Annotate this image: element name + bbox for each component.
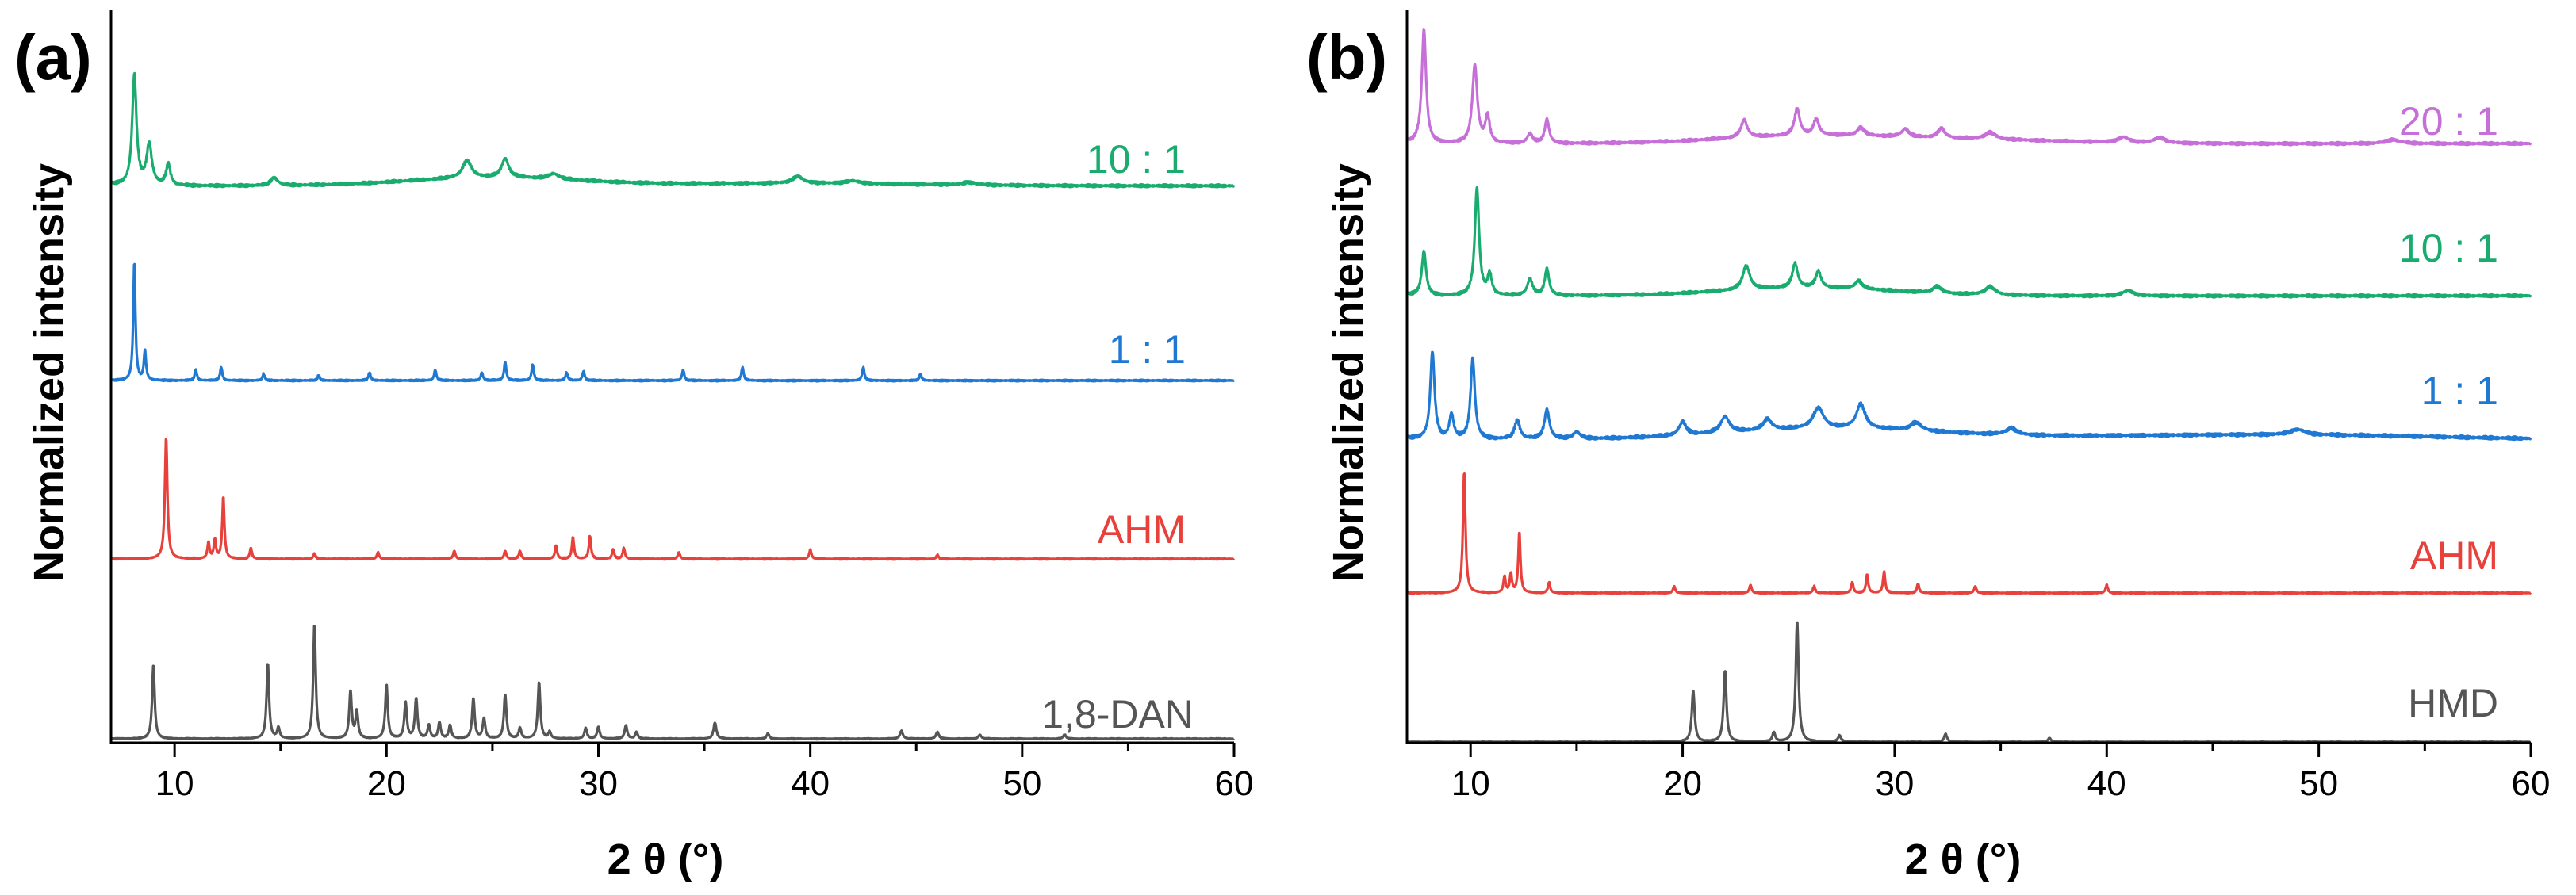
- series-line-hmd: [1407, 621, 2532, 744]
- x-tick-label: 60: [1215, 764, 1254, 803]
- series-line-ahm: [1407, 472, 2532, 595]
- panel-b-label: (b): [1306, 22, 1387, 93]
- series-line-10-1: [110, 71, 1236, 189]
- series-line-ahm: [111, 438, 1236, 561]
- series-line-10-1: [1406, 186, 2532, 299]
- x-tick-label: 20: [367, 764, 406, 803]
- panel-a-xlabel: 2 θ (°): [608, 836, 724, 883]
- series-line-1-1: [111, 262, 1236, 383]
- x-tick-label: 60: [2512, 764, 2551, 803]
- panel-a: (a) Normalized intensity 2 θ (°) 10 : 1 …: [14, 10, 1253, 883]
- panel-b-ylabel: Normalized intensity: [1324, 163, 1372, 582]
- x-tick-label: 10: [1451, 764, 1490, 803]
- panel-b-xlabel: 2 θ (°): [1905, 836, 2022, 883]
- x-tick-label: 30: [579, 764, 618, 803]
- series-label-ahm: AHM: [2410, 534, 2498, 578]
- series-line-20-1: [1406, 28, 2532, 147]
- series-label-ahm: AHM: [1098, 507, 1186, 552]
- panel-a-series-group: [110, 71, 1236, 741]
- panel-b-series-labels: 20 : 1 10 : 1 1 : 1 AHM HMD: [2399, 99, 2498, 725]
- panel-a-axes: 10 20 30 40 50 60: [109, 10, 1254, 803]
- x-tick-label: 30: [1875, 764, 1914, 803]
- series-label-1-1: 1 : 1: [1109, 327, 1186, 372]
- x-tick-label: 20: [1663, 764, 1702, 803]
- x-tick-label: 50: [2299, 764, 2338, 803]
- x-tick-label: 50: [1002, 764, 1041, 803]
- series-line-1-8-dan: [111, 625, 1235, 741]
- x-tick-label: 40: [791, 764, 830, 803]
- panel-b: (b) Normalized intensity 2 θ (°) 20 : 1 …: [1306, 10, 2550, 883]
- series-label-10-1: 10 : 1: [2399, 226, 2498, 270]
- x-tick-label: 10: [155, 764, 194, 803]
- series-label-hmd: HMD: [2408, 681, 2498, 725]
- panel-a-ylabel: Normalized intensity: [25, 163, 73, 582]
- x-tick-label: 40: [2087, 764, 2126, 803]
- panel-b-axes: 10 20 30 40 50 60: [1405, 10, 2551, 803]
- panel-a-series-labels: 10 : 1 1 : 1 AHM 1,8-DAN: [1041, 137, 1194, 736]
- series-label-20-1: 20 : 1: [2399, 99, 2498, 143]
- series-label-1-8-dan: 1,8-DAN: [1041, 692, 1194, 736]
- panel-b-series-group: [1406, 28, 2532, 744]
- series-label-10-1: 10 : 1: [1087, 137, 1186, 182]
- series-line-1-1: [1406, 350, 2532, 442]
- series-label-1-1: 1 : 1: [2421, 369, 2498, 413]
- panel-a-label: (a): [14, 22, 92, 93]
